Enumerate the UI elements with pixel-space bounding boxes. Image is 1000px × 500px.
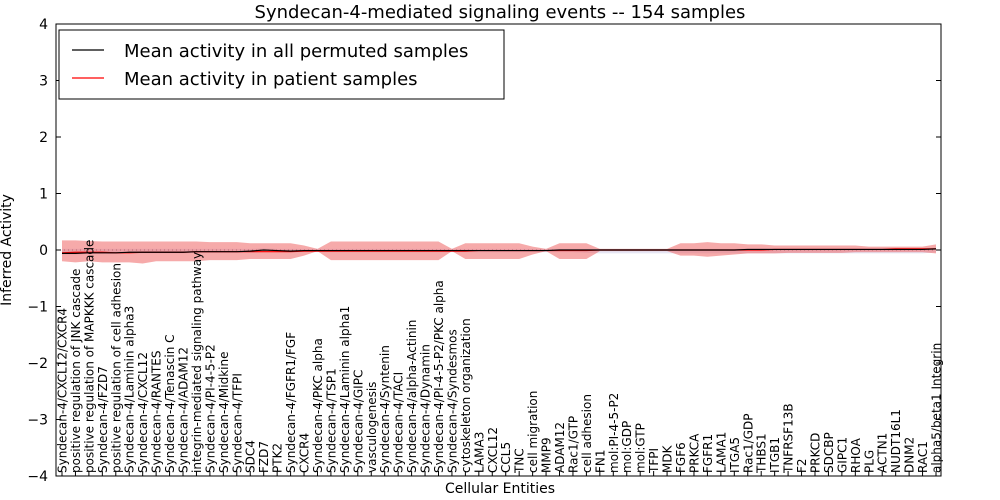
- x-tick-label: Syndecan-4/PKC alpha: [311, 338, 325, 473]
- x-tick-label: PRKCD: [808, 433, 822, 473]
- x-tick-label: cytoskeleton organization: [459, 318, 473, 473]
- x-tick-label: positive regulation of JNK cascade: [69, 269, 83, 473]
- x-tick-label: Syndecan-4/RANTES: [150, 351, 164, 473]
- x-tick-label: PRKCA: [687, 433, 701, 473]
- x-tick-label: Syndecan-4/CXCL12/CXCR4: [56, 308, 70, 473]
- x-tick-label: FZD7: [257, 441, 271, 473]
- x-tick-label: integrin-mediated signaling pathway: [190, 252, 204, 473]
- x-tick-label: mol:GDP: [620, 421, 634, 473]
- y-tick-label: 4: [39, 17, 48, 33]
- x-tick-label: F2: [795, 458, 809, 473]
- x-tick-label: ITGB1: [768, 437, 782, 473]
- x-tick-label: NUDT16L1: [889, 409, 903, 473]
- x-tick-label: alpha5/beta1 Integrin: [930, 343, 944, 473]
- x-tick-label: Syndecan-4/FGFR1/FGF: [284, 332, 298, 473]
- x-tick-label: Syndecan-4/Dynamin: [419, 344, 433, 473]
- x-tick-label: MMP9: [540, 437, 554, 473]
- x-tick-label: positive regulation of MAPKKK cascade: [82, 240, 96, 473]
- x-tick-label: Syndecan-4/Syntenin: [378, 345, 392, 473]
- x-tick-label: cell adhesion: [580, 394, 594, 473]
- x-tick-label: ITGA5: [728, 437, 742, 473]
- x-tick-label: Syndecan-4/TSP1: [324, 368, 338, 473]
- x-tick-label: SDC4: [244, 440, 258, 473]
- x-tick-label: Syndecan-4/ADAM12: [177, 347, 191, 473]
- y-axis-label: Inferred Activity: [0, 194, 15, 306]
- legend: Mean activity in all permuted samples Me…: [58, 29, 505, 100]
- x-tick-label: vasculogenesis: [365, 382, 379, 473]
- x-tick-label: Rac1/GTP: [566, 416, 580, 473]
- x-tick-label: Syndecan-4/PI-4-5-P2/PKC alpha: [432, 280, 446, 473]
- x-tick-label: cell migration: [526, 391, 540, 473]
- y-tick-label: −1: [27, 300, 48, 316]
- x-tick-label: TNFRSF13B: [782, 403, 796, 474]
- series-line-permuted: [62, 248, 937, 254]
- x-tick-label: PLG: [862, 450, 876, 473]
- x-tick-label: CXCR4: [298, 433, 312, 473]
- legend-box: [58, 29, 505, 100]
- x-axis: Syndecan-4/CXCL12/CXCR4 positive regulati…: [56, 240, 944, 476]
- x-tick-label: FN1: [593, 449, 607, 473]
- y-tick-label: −4: [27, 469, 48, 485]
- x-tick-label: Rac1/GDP: [741, 414, 755, 473]
- y-axis: 4 3 2 1 0 −1 −2 −3 −4: [27, 17, 941, 485]
- x-tick-label: RHOA: [849, 437, 863, 473]
- x-tick-label: Syndecan-4/GIPC: [351, 370, 365, 473]
- x-tick-label: Syndecan-4/Midkine: [217, 352, 231, 473]
- x-tick-label: mol:PI-4-5-P2: [607, 393, 621, 473]
- x-tick-label: LAMA3: [472, 432, 486, 473]
- legend-label-patient: Mean activity in patient samples: [124, 69, 418, 90]
- x-tick-label: Syndecan-4/Laminin alpha3: [123, 306, 137, 473]
- x-tick-label: Syndecan-4/Laminin alpha1: [338, 306, 352, 473]
- x-tick-label: FGF6: [674, 442, 688, 473]
- band-patient: [62, 240, 936, 264]
- x-tick-label: RAC1: [916, 441, 930, 473]
- x-tick-label: Syndecan-4/CXCL12: [136, 352, 150, 473]
- x-tick-label: GIPC1: [835, 437, 849, 473]
- x-tick-label: ACTN1: [876, 433, 890, 473]
- x-tick-label: LAMA1: [714, 432, 728, 473]
- x-tick-label: TFPI: [647, 448, 661, 474]
- x-tick-label: Syndecan-4/Tenascin C: [163, 334, 177, 473]
- x-tick-label: Syndecan-4/PI-4-5-P2: [203, 344, 217, 473]
- y-tick-label: 1: [39, 187, 48, 203]
- x-tick-label: TNC: [513, 448, 527, 474]
- y-tick-label: 0: [39, 243, 48, 259]
- y-tick-label: 3: [39, 74, 48, 90]
- y-tick-label: −3: [27, 413, 48, 429]
- x-tick-label: CXCL12: [486, 427, 500, 473]
- x-tick-label: positive regulation of cell adhesion: [109, 263, 123, 473]
- x-tick-label: PTK2: [271, 443, 285, 473]
- x-tick-label: MDK: [661, 444, 675, 473]
- x-tick-label: DNM2: [903, 437, 917, 473]
- x-tick-label: Syndecan-4/FZD7: [96, 366, 110, 473]
- x-tick-label: SDCBP: [822, 432, 836, 473]
- x-tick-label: mol:GTP: [634, 423, 648, 473]
- x-tick-label: Syndecan-4/alpha-Actinin: [405, 320, 419, 473]
- y-tick-label: 2: [39, 130, 48, 146]
- x-tick-label: THBS1: [755, 433, 769, 474]
- y-tick-label: −2: [27, 356, 48, 372]
- x-tick-label: Syndecan-4/Syndesmos: [445, 329, 459, 473]
- x-tick-label: ADAM12: [553, 422, 567, 473]
- x-axis-label: Cellular Entities: [445, 481, 555, 497]
- legend-label-permuted: Mean activity in all permuted samples: [124, 41, 468, 62]
- x-tick-label: CCL5: [499, 442, 513, 473]
- chart-title: Syndecan-4-mediated signaling events -- …: [255, 2, 746, 23]
- x-tick-label: FGFR1: [701, 434, 715, 473]
- x-tick-label: Syndecan-4/TFPI: [230, 373, 244, 473]
- x-tick-label: Syndecan-4/TACI: [392, 372, 406, 473]
- series-lines: [61, 248, 937, 254]
